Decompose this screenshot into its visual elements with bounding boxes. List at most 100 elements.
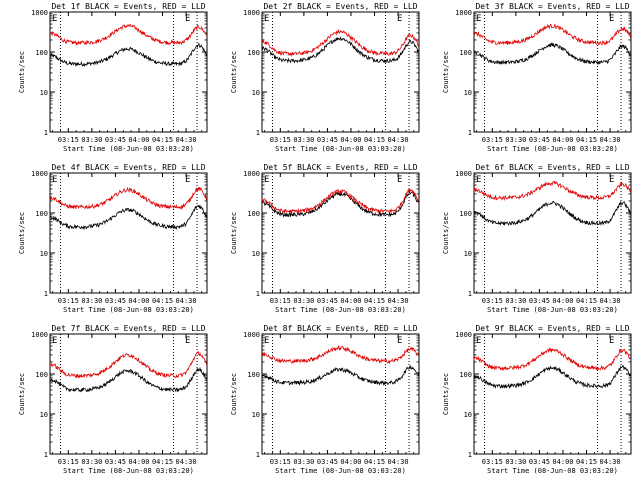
x-tick-label: 04:00 [128,297,149,305]
x-tick-label: 04:15 [152,297,173,305]
y-tick-label: 10 [252,250,260,258]
y-tick-label: 10 [252,89,260,97]
panel-title: Det 2f BLACK = Events, RED = LLD [263,2,417,11]
y-tick-label: 10 [464,250,472,258]
panel-title: Det 7f BLACK = Events, RED = LLD [51,324,205,333]
x-tick-label: 04:15 [152,136,173,144]
y-tick-label: 1000 [455,9,472,17]
y-tick-label: 1 [44,290,48,298]
detector-panel-1: Det 1f BLACK = Events, RED = LLD 1 10 100 10… [18,2,208,153]
plot-frame [261,172,420,294]
series-lld-line [473,180,631,202]
y-tick-label: 100 [35,371,48,379]
series-lld-line [261,28,419,57]
panel-title: Det 8f BLACK = Events, RED = LLD [263,324,417,333]
x-tick-label: 03:45 [105,458,126,466]
x-axis-label: Start Time (08-Jun-08 03:03:20) [275,306,406,314]
x-tick-label: 03:30 [505,458,526,466]
x-tick-label: 03:15 [58,136,79,144]
series-events-line [49,366,207,393]
y-tick-label: 100 [459,371,472,379]
corner-mark-left: E [52,336,57,346]
x-tick-label: 04:15 [576,136,597,144]
y-tick-label: 1000 [31,170,48,178]
y-tick-label: 100 [247,210,260,218]
corner-mark-left: E [52,14,57,24]
panel-title: Det 4f BLACK = Events, RED = LLD [51,163,205,172]
corner-mark-right: E [185,175,190,185]
y-tick-label: 1000 [243,9,260,17]
x-tick-label: 04:00 [552,297,573,305]
x-tick-label: 03:30 [81,297,102,305]
x-tick-label: 03:15 [270,297,291,305]
x-tick-label: 03:45 [529,136,550,144]
x-tick-label: 04:30 [600,458,621,466]
x-tick-label: 04:30 [388,458,409,466]
corner-mark-left: E [476,14,481,24]
y-axis-label: Counts/sec [230,373,238,415]
x-tick-label: 03:15 [58,297,79,305]
series-lld-line [261,188,419,215]
x-tick-label: 04:30 [388,297,409,305]
y-tick-label: 1000 [31,331,48,339]
y-tick-label: 100 [35,49,48,57]
y-axis-label: Counts/sec [18,51,26,93]
plot-frame [473,172,632,294]
y-axis-label: Counts/sec [18,373,26,415]
panel-title: Det 6f BLACK = Events, RED = LLD [475,163,629,172]
x-axis-label: Start Time (08-Jun-08 03:03:20) [63,145,194,153]
x-tick-label: 04:30 [176,297,197,305]
y-tick-label: 100 [459,49,472,57]
detector-panel-3: Det 3f BLACK = Events, RED = LLD 1 10 100 10… [442,2,632,153]
x-tick-label: 03:45 [529,297,550,305]
detector-panel-7: Det 7f BLACK = Events, RED = LLD 1 10 100 10… [18,324,208,475]
y-tick-label: 10 [40,411,48,419]
x-tick-label: 03:45 [529,458,550,466]
panel-title: Det 9f BLACK = Events, RED = LLD [475,324,629,333]
y-tick-label: 1000 [455,331,472,339]
y-tick-label: 1 [44,451,48,459]
x-tick-label: 03:15 [482,458,503,466]
x-tick-label: 04:15 [364,136,385,144]
y-tick-label: 1000 [455,170,472,178]
x-axis-label: Start Time (08-Jun-08 03:03:20) [275,145,406,153]
x-tick-label: 04:30 [176,458,197,466]
x-tick-label: 03:45 [105,136,126,144]
y-tick-label: 10 [464,89,472,97]
x-tick-label: 04:00 [340,297,361,305]
x-tick-label: 03:30 [293,297,314,305]
x-tick-label: 03:15 [58,458,79,466]
plot-frame [49,172,208,294]
series-lld-line [473,347,631,372]
y-tick-label: 1 [256,451,260,459]
corner-mark-left: E [52,175,57,185]
x-tick-label: 04:30 [600,136,621,144]
x-tick-label: 04:00 [128,458,149,466]
plot-frame [49,11,208,133]
x-tick-label: 03:30 [293,136,314,144]
y-tick-label: 10 [464,411,472,419]
y-axis-label: Counts/sec [442,212,450,254]
x-tick-label: 04:00 [552,136,573,144]
x-tick-label: 03:15 [270,136,291,144]
y-axis-label: Counts/sec [18,212,26,254]
x-tick-label: 03:45 [105,297,126,305]
x-axis-label: Start Time (08-Jun-08 03:03:20) [487,306,618,314]
corner-mark-right: E [609,14,614,24]
x-axis-label: Start Time (08-Jun-08 03:03:20) [63,306,194,314]
detector-panel-8: Det 8f BLACK = Events, RED = LLD 1 10 100 10… [230,324,420,475]
corner-mark-right: E [397,336,402,346]
y-tick-label: 100 [35,210,48,218]
y-axis-label: Counts/sec [230,51,238,93]
series-lld-line [473,23,631,46]
y-tick-label: 1000 [243,170,260,178]
corner-mark-right: E [609,336,614,346]
x-tick-label: 03:30 [505,136,526,144]
corner-mark-right: E [397,14,402,24]
x-tick-label: 03:45 [317,458,338,466]
y-tick-label: 1 [468,129,472,137]
x-axis-label: Start Time (08-Jun-08 03:03:20) [63,467,194,475]
corner-mark-left: E [476,175,481,185]
detector-panel-6: Det 6f BLACK = Events, RED = LLD 1 10 100 10… [442,163,632,314]
detector-panel-2: Det 2f BLACK = Events, RED = LLD 1 10 100 10… [230,2,420,153]
